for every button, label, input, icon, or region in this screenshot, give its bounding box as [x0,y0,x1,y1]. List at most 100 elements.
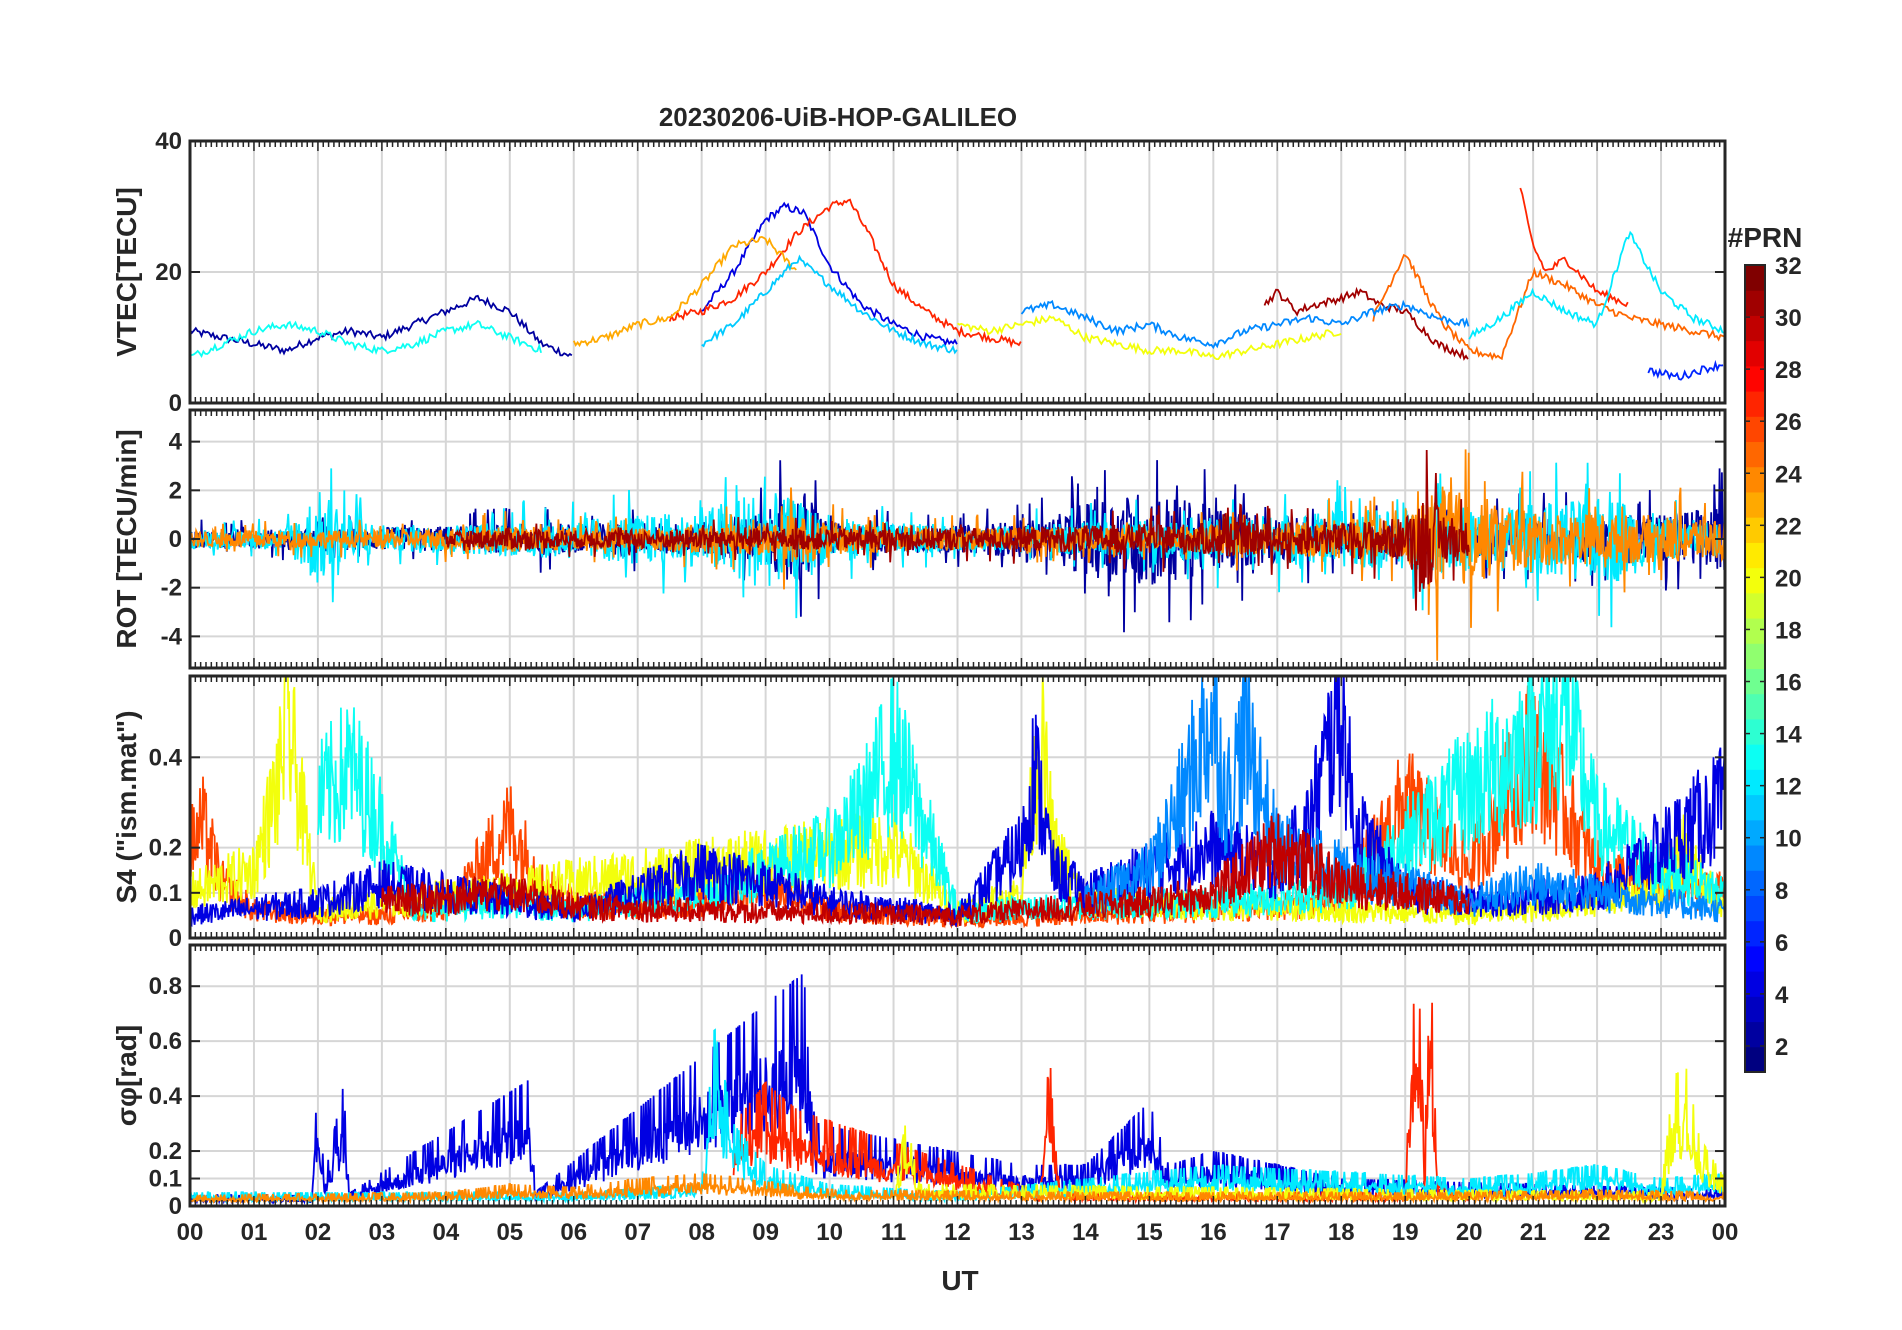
colorbar-segment [1745,971,1765,997]
y-tick-label: 0 [169,1193,182,1220]
colorbar-segment [1745,1046,1765,1073]
colorbar-segment [1745,845,1765,871]
y-axis-label: VTEC[TECU] [111,187,142,357]
x-tick-label: 16 [1200,1219,1227,1246]
x-tick-label: 14 [1072,1219,1099,1246]
series-prn-12 [1468,230,1725,340]
x-tick-label: 00 [177,1219,204,1246]
y-tick-label: -4 [161,623,183,650]
series-prn-2 [190,294,573,357]
colorbar-tick-label: 20 [1775,565,1802,592]
colorbar-segment [1745,693,1765,720]
colorbar-tick-label: 18 [1775,617,1802,644]
series-prn-31 [1263,286,1469,361]
colorbar-segment [1745,996,1765,1023]
y-axis-label: σφ[rad] [111,1025,142,1126]
x-tick-label: 01 [241,1219,268,1246]
colorbar-segment [1745,819,1765,846]
series-prn-27 [668,198,1022,349]
panel-rot: -4 -2 0 2 4 ROT [TECU/min] [111,408,1727,670]
colorbar-segment [1745,441,1765,468]
x-tick-label: 00 [1712,1219,1739,1246]
x-tick-label: 08 [688,1219,715,1246]
colorbar-tick-label: 26 [1775,409,1802,436]
series-prn-31 [444,449,1470,611]
x-tick-label: 13 [1008,1219,1035,1246]
colorbar-label: #PRN [1728,222,1803,253]
series-group [190,676,1725,929]
x-axis-label: UT [941,1265,978,1296]
series-prn-20 [957,314,1342,361]
colorbar-segment [1745,340,1765,367]
series-prn-27 [1519,187,1629,308]
colorbar-tick-label: 28 [1775,357,1802,384]
x-tick-label: 18 [1328,1219,1355,1246]
panel-sigma_phi: 00.10.2 0.4 0.6 0.8 σφ[rad] [111,943,1727,1220]
x-tick-label: 09 [752,1219,779,1246]
y-tick-label: 20 [155,259,182,286]
colorbar-segment [1745,1021,1765,1048]
series-prn-23 [572,235,797,348]
series-prn-4 [701,201,958,347]
colorbar-tick-label: 14 [1775,722,1802,749]
y-axis-label: ROT [TECU/min] [111,429,142,648]
colorbar-segment [1745,315,1765,342]
series-group [190,449,1725,661]
x-tick-label: 05 [496,1219,523,1246]
colorbar-segment [1745,265,1765,291]
series-prn-11 [701,254,958,355]
colorbar-segment [1745,769,1765,796]
colorbar-segment [1745,391,1765,417]
series-prn-20 [892,1068,1725,1205]
colorbar-segment [1745,668,1765,695]
x-tick-label: 22 [1584,1219,1611,1246]
x-tick-label: 12 [944,1219,971,1246]
colorbar-segment [1745,517,1765,543]
colorbar-segment [1745,794,1765,821]
y-tick-label: 0 [169,925,182,952]
y-tick-label: 4 [169,429,183,456]
colorbar-segment [1745,416,1765,443]
x-tick-label: 03 [369,1219,396,1246]
series-prn-6 [1647,359,1724,381]
colorbar-tick-label: 2 [1775,1034,1788,1061]
colorbar-tick-label: 22 [1775,513,1802,540]
colorbar-segment [1745,945,1765,972]
colorbar-segment [1745,920,1765,947]
panel-vtec: 0 20 40 VTEC[TECU] [111,128,1727,417]
colorbar-segment [1745,491,1765,518]
colorbar-segment [1745,618,1765,644]
y-tick-label: 2 [169,477,182,504]
y-tick-label: 40 [155,128,182,155]
x-tick-label: 06 [560,1219,587,1246]
x-tick-label: 02 [305,1219,332,1246]
colorbar-tick-label: 16 [1775,670,1802,697]
x-tick-label: 19 [1392,1219,1419,1246]
y-tick-label: 0 [169,526,182,553]
colorbar-tick-label: 32 [1775,253,1802,280]
colorbar-segment [1745,365,1765,392]
colorbar-segment [1745,542,1765,569]
series-prn-13 [190,319,542,359]
chart-title: 20230206-UiB-HOP-GALILEO [659,102,1017,132]
colorbar-segment [1745,718,1765,745]
y-tick-label: 0.4 [149,744,183,771]
y-tick-label: 0.1 [149,880,182,907]
x-tick-label: 17 [1264,1219,1291,1246]
series-prn-25 [1372,253,1725,361]
colorbar-segment [1745,592,1765,619]
colorbar-segment [1745,870,1765,896]
y-tick-label: 0.8 [149,973,182,1000]
x-tick-label: 15 [1136,1219,1163,1246]
colorbar-tick-label: 6 [1775,930,1788,957]
colorbar-segment [1745,567,1765,594]
series-prn-9 [1020,299,1470,350]
x-tick-label: 10 [816,1219,843,1246]
colorbar-tick-label: 8 [1775,878,1788,905]
y-tick-label: -2 [161,575,182,602]
y-tick-label: 0.2 [149,1138,182,1165]
x-tick-label: 04 [432,1219,459,1246]
panel-s4: 0 0.1 0.2 0.4 S4 ("ism.mat") [111,674,1727,952]
